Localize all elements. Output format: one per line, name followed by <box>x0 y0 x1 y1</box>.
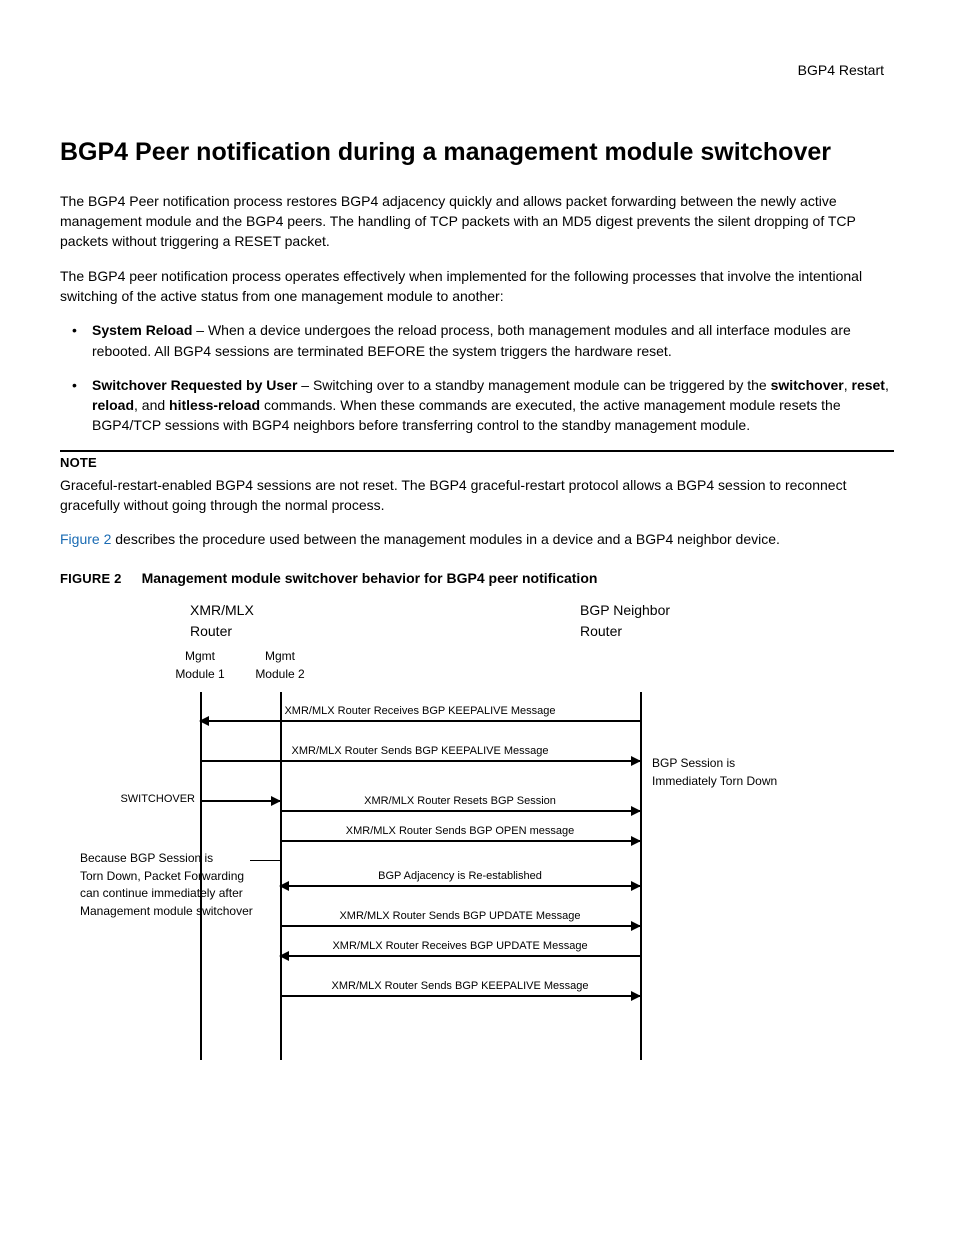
msg-1: XMR/MLX Router Sends BGP KEEPALIVE Messa… <box>200 744 640 760</box>
note-label: NOTE <box>60 454 894 473</box>
bullet-2-b4: hitless-reload <box>169 397 260 413</box>
msg-2: SWITCHOVER <box>105 792 195 808</box>
bullet-1-rest: – When a device undergoes the reload pro… <box>92 322 851 358</box>
note-text: Graceful-restart-enabled BGP4 sessions a… <box>60 475 894 516</box>
msg-7: XMR/MLX Router Receives BGP UPDATE Messa… <box>280 939 640 955</box>
bullet-2-s2: , <box>885 377 889 393</box>
msg-6: XMR/MLX Router Sends BGP UPDATE Message <box>280 909 640 925</box>
bullet-2-b1: switchover <box>771 377 844 393</box>
actor-m2-label: MgmtModule 2 <box>245 648 315 683</box>
arrow-8 <box>280 995 640 997</box>
bullet-1-lead: System Reload <box>92 322 192 338</box>
figure-link[interactable]: Figure 2 <box>60 531 111 547</box>
paragraph-1: The BGP4 Peer notification process resto… <box>60 191 894 252</box>
paragraph-3-post: describes the procedure used between the… <box>111 531 780 547</box>
bullet-2-s3: , and <box>134 397 169 413</box>
page-header-right: BGP4 Restart <box>60 60 894 80</box>
actor-right-title: BGP NeighborRouter <box>580 600 740 641</box>
msg-0: XMR/MLX Router Receives BGP KEEPALIVE Me… <box>200 704 640 720</box>
sequence-diagram: XMR/MLXRouter BGP NeighborRouter MgmtModul… <box>80 600 840 1070</box>
paragraph-3: Figure 2 describes the procedure used be… <box>60 529 894 549</box>
side-note-right: BGP Session isImmediately Torn Down <box>652 755 832 790</box>
figure-caption: Management module switchover behavior fo… <box>142 570 598 586</box>
actor-m1-label: MgmtModule 1 <box>165 648 235 683</box>
figure-heading: FIGURE 2 Management module switchover beh… <box>60 568 894 589</box>
bullet-2-lead: Switchover Requested by User <box>92 377 297 393</box>
msg-8: XMR/MLX Router Sends BGP KEEPALIVE Messa… <box>280 979 640 995</box>
bullet-2-b3: reload <box>92 397 134 413</box>
note-rule <box>60 450 894 452</box>
figure-label: FIGURE 2 <box>60 570 122 589</box>
bullet-2-s1: , <box>844 377 852 393</box>
note-connector <box>250 860 280 861</box>
bullet-2-pre: – Switching over to a standby management… <box>297 377 770 393</box>
bullet-item-1: System Reload – When a device undergoes … <box>60 320 894 361</box>
paragraph-2: The BGP4 peer notification process opera… <box>60 266 894 307</box>
arrow-5 <box>280 885 640 887</box>
arrow-3 <box>280 810 640 812</box>
msg-3: XMR/MLX Router Resets BGP Session <box>280 794 640 810</box>
bullet-2-b2: reset <box>852 377 885 393</box>
arrow-2 <box>200 800 280 802</box>
msg-5: BGP Adjacency is Re-established <box>280 869 640 885</box>
arrow-1 <box>200 760 640 762</box>
arrow-4 <box>280 840 640 842</box>
bullet-list: System Reload – When a device undergoes … <box>60 320 894 435</box>
body-content: The BGP4 Peer notification process resto… <box>60 191 894 1071</box>
arrow-0 <box>200 720 640 722</box>
msg-4: XMR/MLX Router Sends BGP OPEN message <box>280 824 640 840</box>
lifeline-neighbor <box>640 692 642 1060</box>
arrow-7 <box>280 955 640 957</box>
arrow-6 <box>280 925 640 927</box>
actor-left-title: XMR/MLXRouter <box>190 600 330 641</box>
bullet-item-2: Switchover Requested by User – Switching… <box>60 375 894 436</box>
page-title: BGP4 Peer notification during a manageme… <box>60 136 894 169</box>
